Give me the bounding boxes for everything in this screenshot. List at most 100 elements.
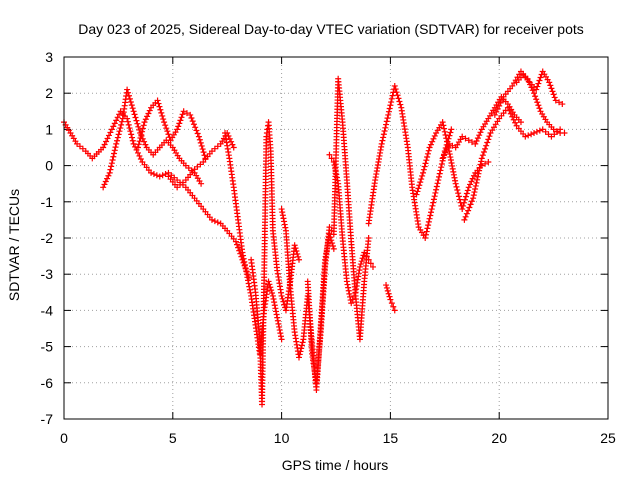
- data-point: [360, 252, 367, 259]
- data-point: [272, 305, 279, 312]
- data-point: [141, 119, 148, 126]
- data-point: [129, 137, 136, 144]
- data-point: [114, 114, 121, 121]
- data-point: [344, 281, 351, 288]
- data-point: [442, 132, 449, 139]
- data-point: [139, 128, 146, 135]
- data-point: [239, 249, 246, 256]
- data-point: [455, 193, 462, 200]
- data-point: [396, 98, 403, 105]
- data-point: [535, 102, 542, 109]
- data-point: [430, 135, 437, 142]
- data-point: [161, 119, 168, 126]
- data-point: [510, 116, 517, 123]
- data-point: [556, 99, 563, 106]
- data-point: [438, 164, 445, 171]
- data-point: [282, 224, 289, 231]
- data-point: [491, 111, 498, 118]
- data-point: [211, 218, 218, 225]
- data-point: [177, 117, 184, 124]
- data-point: [534, 83, 541, 90]
- data-point: [474, 176, 481, 183]
- data-point: [292, 245, 299, 252]
- data-point: [124, 86, 131, 93]
- data-point: [468, 178, 475, 185]
- data-point: [298, 342, 305, 349]
- data-point: [477, 161, 484, 168]
- x-tick-label: 25: [600, 430, 616, 446]
- data-point: [528, 131, 535, 138]
- y-tick-label: -3: [41, 266, 54, 282]
- data-point: [484, 139, 491, 146]
- data-point: [476, 132, 483, 139]
- data-point: [296, 256, 303, 263]
- data-point: [332, 165, 339, 172]
- data-point: [472, 185, 479, 192]
- data-point: [326, 151, 333, 158]
- data-point: [136, 138, 143, 145]
- data-point: [241, 261, 248, 268]
- data-point: [271, 299, 278, 306]
- data-point: [276, 327, 283, 334]
- data-point: [269, 292, 276, 299]
- data-point: [349, 296, 356, 303]
- data-point: [243, 268, 250, 275]
- data-point: [561, 130, 568, 137]
- data-point: [483, 142, 490, 149]
- data-point: [297, 348, 304, 355]
- data-point: [430, 196, 437, 203]
- data-point: [274, 317, 281, 324]
- data-point: [461, 199, 468, 206]
- data-point: [135, 123, 142, 130]
- data-point: [142, 141, 149, 148]
- data-point: [434, 180, 441, 187]
- data-point: [462, 196, 469, 203]
- data-point: [552, 97, 559, 104]
- data-point: [127, 128, 134, 135]
- plot-area: [61, 68, 568, 408]
- data-point: [512, 119, 519, 126]
- data-point: [533, 128, 540, 135]
- data-point: [266, 281, 273, 288]
- data-point: [379, 137, 386, 144]
- x-tick-labels: 0 5 10 15 20 25: [60, 430, 616, 446]
- data-point: [414, 188, 421, 195]
- data-point: [278, 206, 285, 213]
- data-point: [128, 131, 135, 138]
- data-point: [334, 177, 341, 184]
- data-point: [189, 118, 196, 125]
- data-point: [383, 282, 390, 289]
- data-point: [245, 280, 252, 287]
- data-point: [192, 124, 199, 131]
- data-point: [102, 178, 109, 185]
- data-point: [381, 128, 388, 135]
- data-point: [328, 237, 335, 244]
- data-point: [460, 202, 467, 209]
- x-tick-label: 5: [169, 430, 177, 446]
- data-point: [298, 345, 305, 352]
- series-track-3: [134, 97, 209, 162]
- data-point: [329, 240, 336, 247]
- data-point: [449, 142, 456, 149]
- series-track-13: [439, 93, 524, 162]
- data-point: [478, 155, 485, 162]
- data-point: [153, 172, 160, 179]
- data-point: [140, 122, 147, 129]
- data-point: [452, 180, 459, 187]
- data-point: [436, 170, 443, 177]
- data-point: [233, 241, 240, 248]
- data-point: [420, 169, 427, 176]
- data-point: [431, 193, 438, 200]
- data-point: [180, 108, 187, 115]
- data-point: [472, 140, 479, 147]
- data-point: [277, 330, 284, 337]
- data-point: [415, 185, 422, 192]
- data-point: [144, 113, 151, 120]
- data-point: [413, 191, 420, 198]
- data-point: [397, 101, 404, 108]
- y-tick-label: -6: [41, 375, 54, 391]
- data-point: [473, 137, 480, 144]
- data-point: [201, 152, 208, 159]
- data-point: [269, 290, 276, 297]
- data-point: [296, 351, 303, 358]
